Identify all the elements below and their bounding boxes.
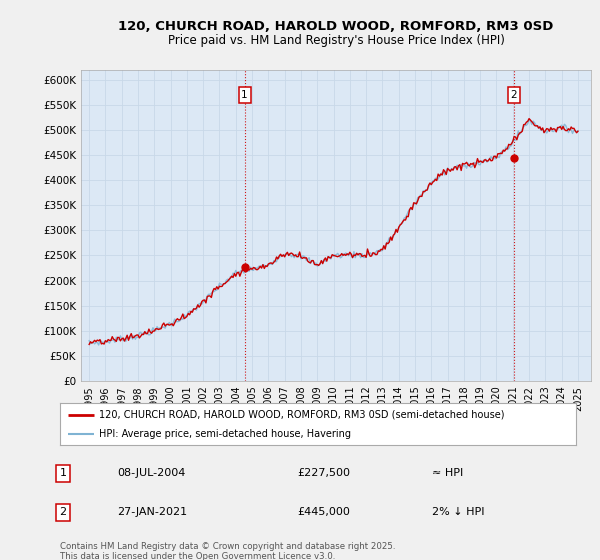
Text: £445,000: £445,000	[297, 507, 350, 517]
Text: ≈ HPI: ≈ HPI	[432, 468, 463, 478]
Text: 1: 1	[59, 468, 67, 478]
Text: Price paid vs. HM Land Registry's House Price Index (HPI): Price paid vs. HM Land Registry's House …	[167, 34, 505, 46]
Text: 27-JAN-2021: 27-JAN-2021	[117, 507, 187, 517]
Text: 120, CHURCH ROAD, HAROLD WOOD, ROMFORD, RM3 0SD: 120, CHURCH ROAD, HAROLD WOOD, ROMFORD, …	[118, 20, 554, 32]
Text: 2: 2	[59, 507, 67, 517]
Text: £227,500: £227,500	[297, 468, 350, 478]
Text: 120, CHURCH ROAD, HAROLD WOOD, ROMFORD, RM3 0SD (semi-detached house): 120, CHURCH ROAD, HAROLD WOOD, ROMFORD, …	[98, 409, 504, 419]
Text: 08-JUL-2004: 08-JUL-2004	[117, 468, 185, 478]
Text: HPI: Average price, semi-detached house, Havering: HPI: Average price, semi-detached house,…	[98, 429, 350, 439]
Text: 2: 2	[511, 90, 517, 100]
Text: 1: 1	[241, 90, 248, 100]
Text: Contains HM Land Registry data © Crown copyright and database right 2025.
This d: Contains HM Land Registry data © Crown c…	[60, 542, 395, 560]
Text: 2% ↓ HPI: 2% ↓ HPI	[432, 507, 485, 517]
